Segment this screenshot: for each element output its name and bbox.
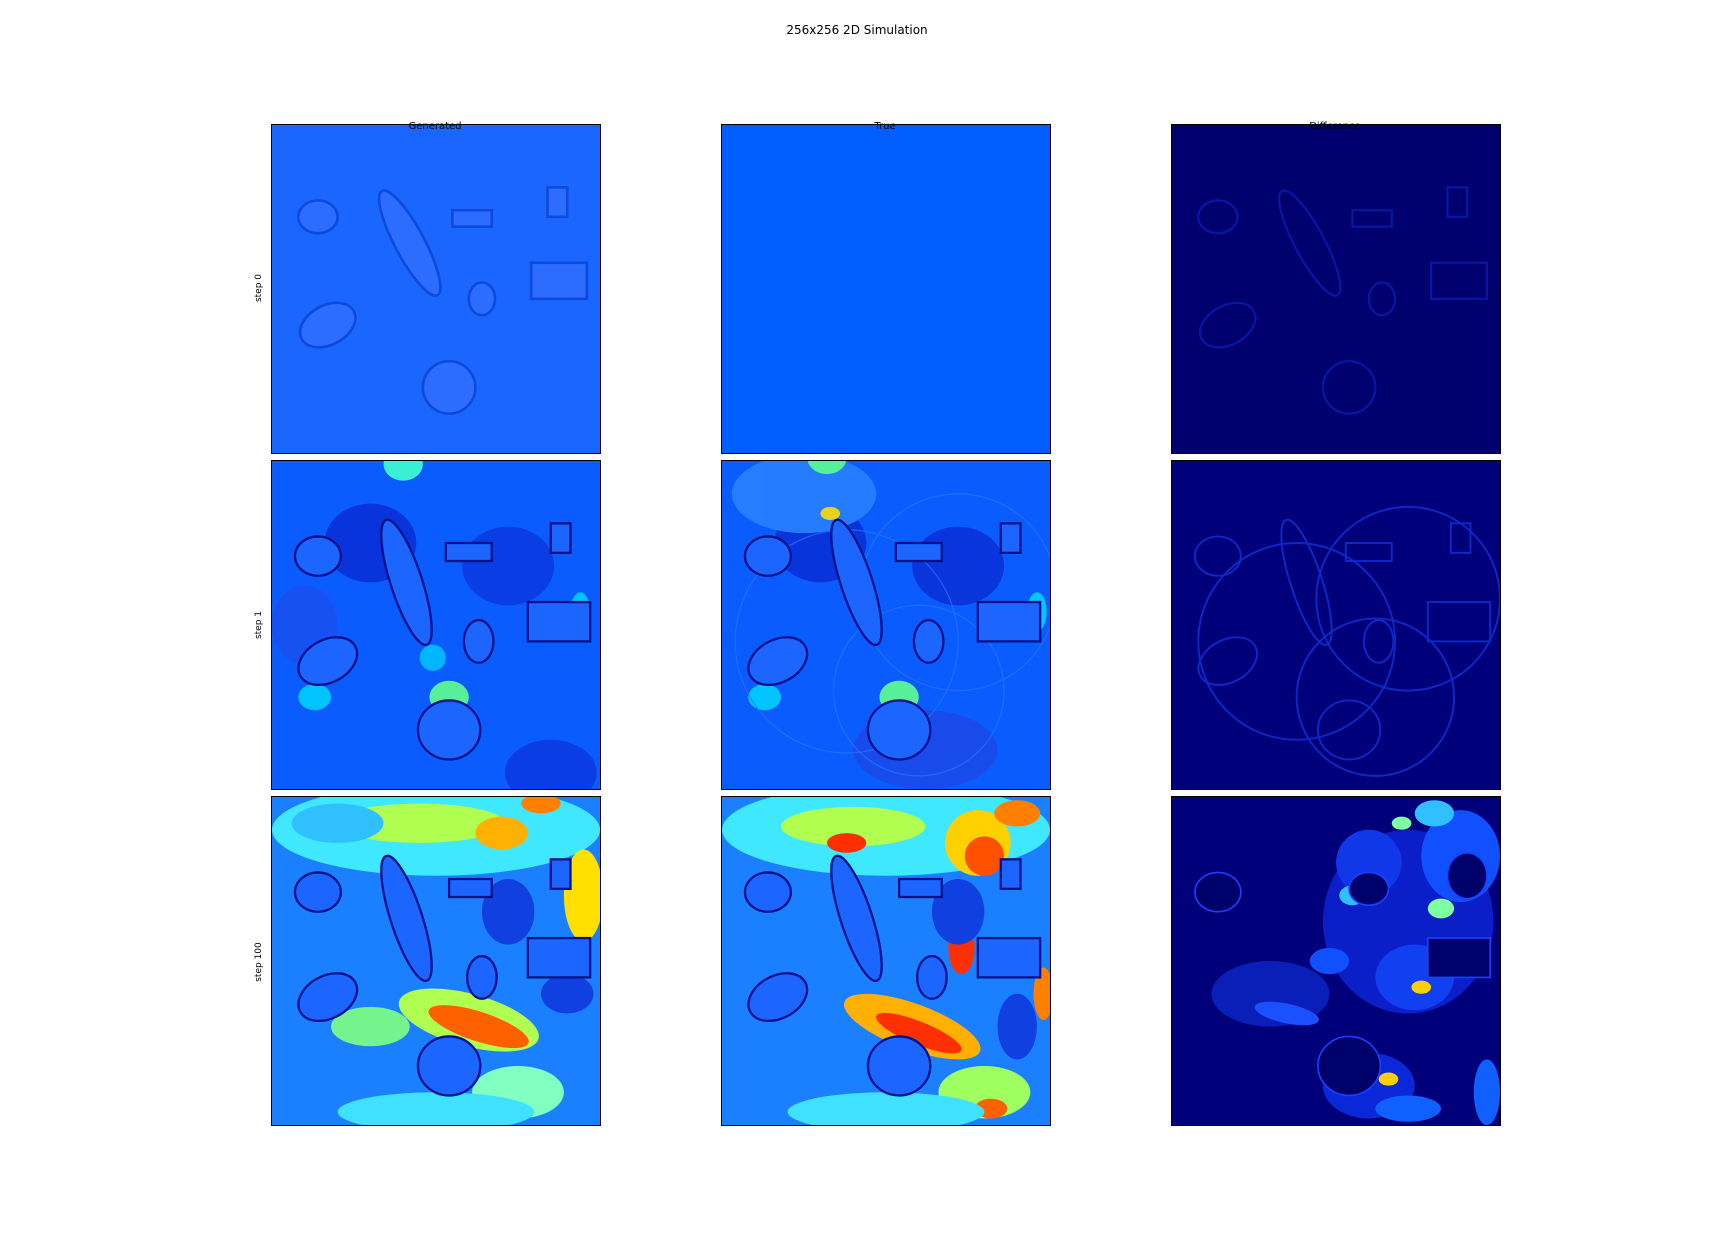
column-title-true: True	[874, 121, 896, 132]
heatmap-true-step1	[721, 460, 1051, 790]
row-label-step0: step 0	[254, 273, 264, 303]
heatmap-difference-step0	[1171, 124, 1501, 454]
heatmap-true-step0	[721, 124, 1051, 454]
heatmap-generated-step100	[271, 796, 601, 1126]
heatmap-true-step100	[721, 796, 1051, 1126]
column-title-generated: Generated	[408, 121, 462, 132]
figure-title: 256x256 2D Simulation	[786, 23, 928, 37]
heatmap-difference-step100	[1171, 796, 1501, 1126]
row-label-step1: step 1	[254, 610, 264, 640]
heatmap-generated-step0	[271, 124, 601, 454]
heatmap-generated-step1	[271, 460, 601, 790]
row-label-step100: step 100	[254, 942, 264, 982]
heatmap-difference-step1	[1171, 460, 1501, 790]
column-title-difference: Difference	[1309, 121, 1361, 132]
